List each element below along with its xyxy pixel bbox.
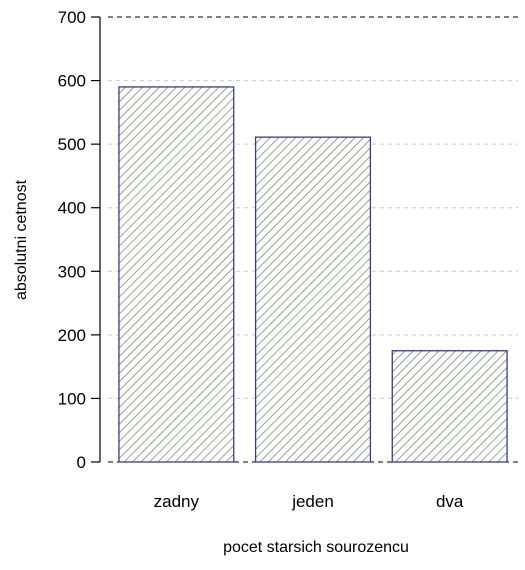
y-tick-label-500: 500 [58, 135, 86, 154]
y-tick-label-600: 600 [58, 72, 86, 91]
y-tick-label-700: 700 [58, 8, 86, 27]
y-tick-label-0: 0 [77, 453, 86, 472]
y-tick-label-200: 200 [58, 326, 86, 345]
x-axis-title: pocet starsich sourozencu [223, 539, 409, 556]
bar-zadny [118, 86, 235, 463]
y-axis-title: absolutni cetnost [13, 179, 30, 300]
y-axis: 0 100 200 300 400 500 600 700 [58, 8, 101, 472]
bars [118, 86, 508, 463]
y-tick-label-400: 400 [58, 199, 86, 218]
x-axis-labels: zadny jeden dva [154, 492, 464, 511]
y-tick-label-300: 300 [58, 262, 86, 281]
bar-jeden [254, 136, 372, 463]
x-tick-label-dva: dva [436, 492, 464, 511]
x-tick-label-jeden: jeden [291, 492, 334, 511]
y-tick-label-100: 100 [58, 389, 86, 408]
bar-dva [391, 350, 508, 463]
x-tick-label-zadny: zadny [154, 492, 200, 511]
